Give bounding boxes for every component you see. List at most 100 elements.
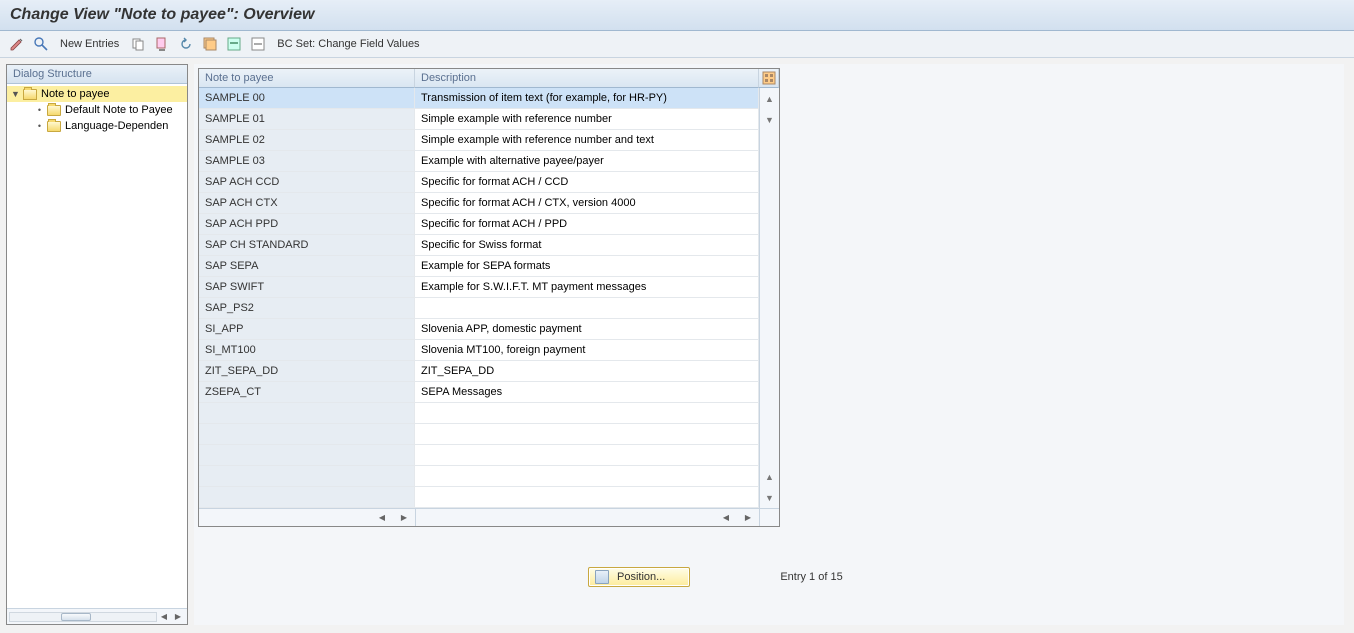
table-cell-key[interactable]: [199, 403, 415, 424]
deselect-all-icon[interactable]: [249, 35, 267, 53]
toggle-display-change-icon[interactable]: [8, 35, 26, 53]
scrollbar-track[interactable]: [9, 612, 157, 622]
table-cell-description[interactable]: Specific for format ACH / CTX, version 4…: [415, 193, 759, 214]
bc-set-button[interactable]: BC Set: Change Field Values: [273, 38, 423, 50]
vertical-scrollbar-track[interactable]: [759, 340, 779, 361]
table-horizontal-scrollbar: ◀ ▶ ◀ ▶: [199, 508, 779, 526]
table-cell-description[interactable]: [415, 403, 759, 424]
tree-node-note-to-payee[interactable]: ▼Note to payee: [7, 86, 187, 102]
hscroll-right-segment[interactable]: ◀ ▶: [415, 508, 759, 526]
table-cell-description[interactable]: Slovenia MT100, foreign payment: [415, 340, 759, 361]
table-cell-description[interactable]: SEPA Messages: [415, 382, 759, 403]
column-header-key[interactable]: Note to payee: [199, 69, 415, 88]
table-cell-description[interactable]: [415, 424, 759, 445]
table-cell-description[interactable]: Transmission of item text (for example, …: [415, 88, 759, 109]
hscroll-left-segment[interactable]: ◀ ▶: [199, 508, 415, 526]
table-configure-icon[interactable]: [759, 69, 779, 88]
copy-icon[interactable]: [129, 35, 147, 53]
vertical-scrollbar-track[interactable]: [759, 277, 779, 298]
tree-node-default-note-to-payee[interactable]: •Default Note to Payee: [7, 102, 187, 118]
table-cell-description[interactable]: Slovenia APP, domestic payment: [415, 319, 759, 340]
vertical-scrollbar-track[interactable]: [759, 445, 779, 466]
table-cell-key[interactable]: SAMPLE 00: [199, 88, 415, 109]
scroll-up-icon[interactable]: ▲: [759, 88, 779, 109]
vertical-scrollbar-track[interactable]: [759, 256, 779, 277]
tree-node-language-dependen[interactable]: •Language-Dependen: [7, 118, 187, 134]
main-area: Dialog Structure ▼Note to payee•Default …: [0, 58, 1354, 631]
table-cell-key[interactable]: SI_MT100: [199, 340, 415, 361]
vertical-scrollbar-track[interactable]: [759, 361, 779, 382]
undo-change-icon[interactable]: [177, 35, 195, 53]
table-cell-key[interactable]: SAP_PS2: [199, 298, 415, 319]
scroll-left-icon[interactable]: ◀: [375, 511, 389, 525]
table-cell-description[interactable]: [415, 298, 759, 319]
scrollbar-thumb[interactable]: [61, 613, 91, 621]
table-cell-key[interactable]: SI_APP: [199, 319, 415, 340]
application-toolbar: New Entries BC Set: Change Field Values: [0, 31, 1354, 58]
scroll-right-icon[interactable]: ▶: [397, 511, 411, 525]
vertical-scrollbar-track[interactable]: [759, 193, 779, 214]
table-cell-key[interactable]: SAP ACH PPD: [199, 214, 415, 235]
table-cell-description[interactable]: Specific for format ACH / CCD: [415, 172, 759, 193]
new-entries-button[interactable]: New Entries: [56, 38, 123, 50]
table-cell-description[interactable]: [415, 445, 759, 466]
table-cell-key[interactable]: [199, 424, 415, 445]
table-cell-key[interactable]: SAP CH STANDARD: [199, 235, 415, 256]
vertical-scrollbar-track[interactable]: [759, 235, 779, 256]
table-cell-key[interactable]: SAP SWIFT: [199, 277, 415, 298]
table-cell-key[interactable]: ZIT_SEPA_DD: [199, 361, 415, 382]
page-title: Change View "Note to payee": Overview: [0, 0, 1354, 31]
table-cell-description[interactable]: Example for SEPA formats: [415, 256, 759, 277]
scroll-page-up-icon[interactable]: ▲: [759, 466, 779, 487]
table-cell-description[interactable]: Specific for Swiss format: [415, 235, 759, 256]
table-cell-key[interactable]: [199, 445, 415, 466]
table-cell-key[interactable]: ZSEPA_CT: [199, 382, 415, 403]
other-entry-icon[interactable]: [32, 35, 50, 53]
table-cell-key[interactable]: SAP ACH CCD: [199, 172, 415, 193]
vertical-scrollbar-track[interactable]: [759, 424, 779, 445]
scroll-right-icon[interactable]: ▶: [171, 610, 185, 624]
note-to-payee-table: Note to payee Description SAMPLE 00Trans…: [198, 68, 780, 527]
table-cell-description[interactable]: Specific for format ACH / PPD: [415, 214, 759, 235]
table-cell-description[interactable]: Example with alternative payee/payer: [415, 151, 759, 172]
scroll-left-icon[interactable]: ◀: [157, 610, 171, 624]
table-cell-key[interactable]: [199, 466, 415, 487]
dialog-structure-panel: Dialog Structure ▼Note to payee•Default …: [6, 64, 188, 625]
vertical-scrollbar-track[interactable]: [759, 403, 779, 424]
table-cell-key[interactable]: SAMPLE 03: [199, 151, 415, 172]
vertical-scrollbar-track[interactable]: [759, 172, 779, 193]
folder-open-icon: [23, 89, 37, 100]
vertical-scrollbar-track[interactable]: [759, 382, 779, 403]
position-button-label: Position...: [617, 571, 665, 583]
scroll-page-down-icon[interactable]: ▼: [759, 109, 779, 130]
scroll-left-icon[interactable]: ◀: [719, 511, 733, 525]
tree-node-label: Language-Dependen: [65, 120, 168, 132]
table-cell-key[interactable]: SAP ACH CTX: [199, 193, 415, 214]
delete-icon[interactable]: [153, 35, 171, 53]
tree-expand-toggle-icon[interactable]: ▼: [11, 90, 20, 99]
table-cell-key[interactable]: SAMPLE 02: [199, 130, 415, 151]
table-cell-key[interactable]: [199, 487, 415, 508]
tree-bullet-icon: •: [35, 106, 44, 115]
scroll-right-icon[interactable]: ▶: [741, 511, 755, 525]
table-cell-key[interactable]: SAP SEPA: [199, 256, 415, 277]
table-footer: Position... Entry 1 of 15: [588, 567, 1340, 587]
column-header-description[interactable]: Description: [415, 69, 759, 88]
position-button[interactable]: Position...: [588, 567, 690, 587]
scroll-down-icon[interactable]: ▼: [759, 487, 779, 508]
vertical-scrollbar-track[interactable]: [759, 130, 779, 151]
table-cell-description[interactable]: Simple example with reference number and…: [415, 130, 759, 151]
table-cell-description[interactable]: ZIT_SEPA_DD: [415, 361, 759, 382]
table-cell-description[interactable]: Example for S.W.I.F.T. MT payment messag…: [415, 277, 759, 298]
vertical-scrollbar-track[interactable]: [759, 151, 779, 172]
vertical-scrollbar-track[interactable]: [759, 298, 779, 319]
vertical-scrollbar-track[interactable]: [759, 319, 779, 340]
tree-horizontal-scrollbar[interactable]: ◀ ▶: [7, 608, 187, 624]
table-cell-description[interactable]: [415, 487, 759, 508]
table-cell-key[interactable]: SAMPLE 01: [199, 109, 415, 130]
select-block-icon[interactable]: [225, 35, 243, 53]
vertical-scrollbar-track[interactable]: [759, 214, 779, 235]
table-cell-description[interactable]: Simple example with reference number: [415, 109, 759, 130]
select-all-icon[interactable]: [201, 35, 219, 53]
table-cell-description[interactable]: [415, 466, 759, 487]
